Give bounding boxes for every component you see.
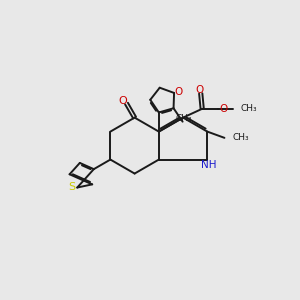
- Text: S: S: [69, 182, 76, 192]
- Text: O: O: [118, 96, 127, 106]
- Text: O: O: [220, 104, 228, 114]
- Text: O: O: [195, 85, 203, 94]
- Text: CH₃: CH₃: [176, 114, 192, 123]
- Text: CH₃: CH₃: [241, 104, 257, 113]
- Text: O: O: [174, 87, 182, 97]
- Text: CH₃: CH₃: [233, 133, 249, 142]
- Text: NH: NH: [201, 160, 217, 170]
